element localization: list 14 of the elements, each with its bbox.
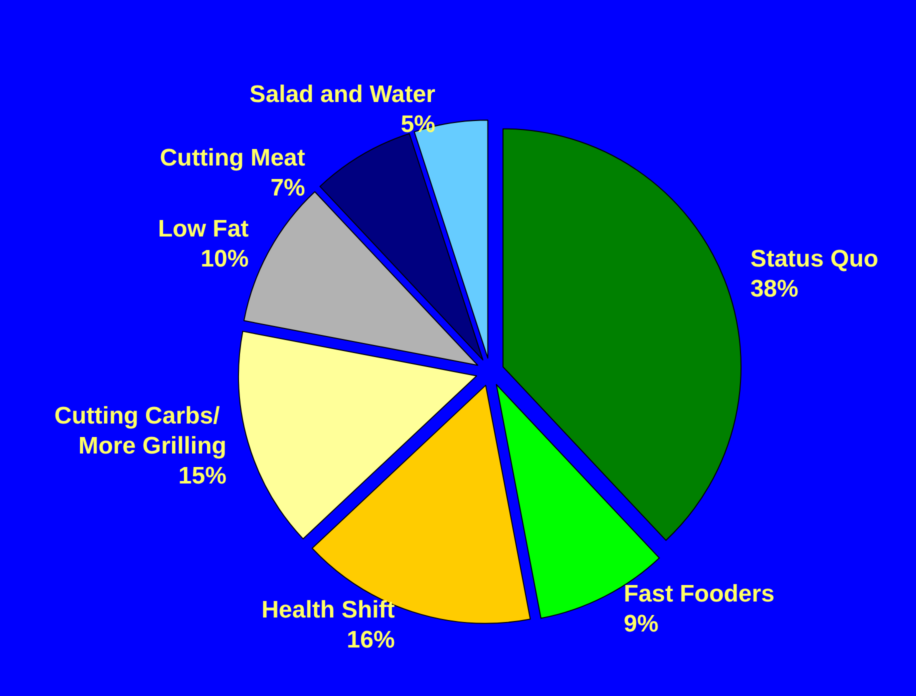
slice-label: Status Quo <box>750 246 878 273</box>
slice-label: Cutting Carbs/ More Grilling <box>54 402 226 460</box>
data-label: 5% <box>400 110 436 138</box>
slice-label: Fast Fooders <box>624 580 774 608</box>
slice-label: Health Shift <box>261 596 395 624</box>
slice-label: Low Fat <box>158 215 249 242</box>
data-label: 38% <box>750 276 798 303</box>
data-label: 16% <box>346 626 395 654</box>
slice-label: Salad and Water <box>250 80 436 108</box>
data-label: 10% <box>200 245 249 272</box>
data-label: 9% <box>624 610 658 638</box>
data-label: 7% <box>270 174 306 202</box>
slice-label: Cutting Meat <box>160 144 306 172</box>
data-label: 15% <box>178 462 226 490</box>
